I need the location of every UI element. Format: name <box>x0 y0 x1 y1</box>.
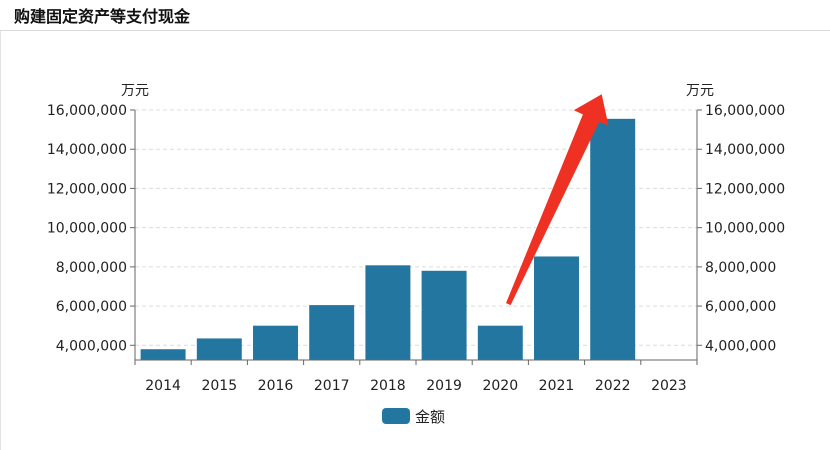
axis-ticks: 4,000,000 4,000,000 6,000,000 6,000,000 8,00… <box>47 103 785 394</box>
legend-swatch[interactable] <box>382 408 410 424</box>
x-tick-label: 2022 <box>595 378 631 394</box>
x-tick-label: 2019 <box>426 378 462 394</box>
bar[interactable] <box>253 325 298 360</box>
x-tick-label: 2021 <box>539 378 575 394</box>
x-tick-label: 2023 <box>651 378 687 394</box>
y-tick-label-right: 10,000,000 <box>705 221 785 237</box>
bar[interactable] <box>590 118 636 360</box>
bar-series <box>140 118 636 360</box>
panel-header: 购建固定资产等支付现金 <box>0 0 830 31</box>
legend-label[interactable]: 金额 <box>415 407 446 426</box>
bar[interactable] <box>309 305 355 360</box>
bar[interactable] <box>534 256 579 360</box>
x-tick-label: 2014 <box>145 378 181 394</box>
y-tick-label-right: 16,000,000 <box>705 103 785 119</box>
trend-arrow-shape <box>506 94 609 306</box>
bar[interactable] <box>196 338 242 360</box>
y-tick-label-left: 4,000,000 <box>56 338 127 354</box>
y-axis-left-unit: 万元 <box>121 83 149 99</box>
trend-arrow <box>506 94 609 306</box>
y-tick-label-right: 8,000,000 <box>705 260 776 276</box>
bar[interactable] <box>477 325 523 360</box>
bar[interactable] <box>140 349 186 360</box>
y-tick-label-left: 6,000,000 <box>56 299 127 315</box>
x-tick-label: 2017 <box>314 378 350 394</box>
x-tick-label: 2018 <box>370 378 406 394</box>
bar[interactable] <box>365 265 411 360</box>
y-tick-label-left: 16,000,000 <box>47 103 127 119</box>
y-tick-label-left: 12,000,000 <box>47 181 127 197</box>
page-title: 购建固定资产等支付现金 <box>14 7 191 26</box>
x-tick-label: 2016 <box>258 378 294 394</box>
y-tick-label-left: 8,000,000 <box>56 260 127 276</box>
y-tick-label-right: 4,000,000 <box>705 338 776 354</box>
legend[interactable]: 金额 <box>382 405 445 427</box>
panel-left-border <box>0 31 1 450</box>
bar[interactable] <box>421 270 467 360</box>
y-tick-label-left: 14,000,000 <box>47 142 127 158</box>
y-tick-label-right: 12,000,000 <box>705 181 785 197</box>
y-tick-label-right: 14,000,000 <box>705 142 785 158</box>
x-tick-label: 2020 <box>482 378 518 394</box>
y-tick-label-right: 6,000,000 <box>705 299 776 315</box>
y-axis-right-unit: 万元 <box>686 83 714 99</box>
x-tick-label: 2015 <box>201 378 237 394</box>
y-tick-label-left: 10,000,000 <box>47 221 127 237</box>
